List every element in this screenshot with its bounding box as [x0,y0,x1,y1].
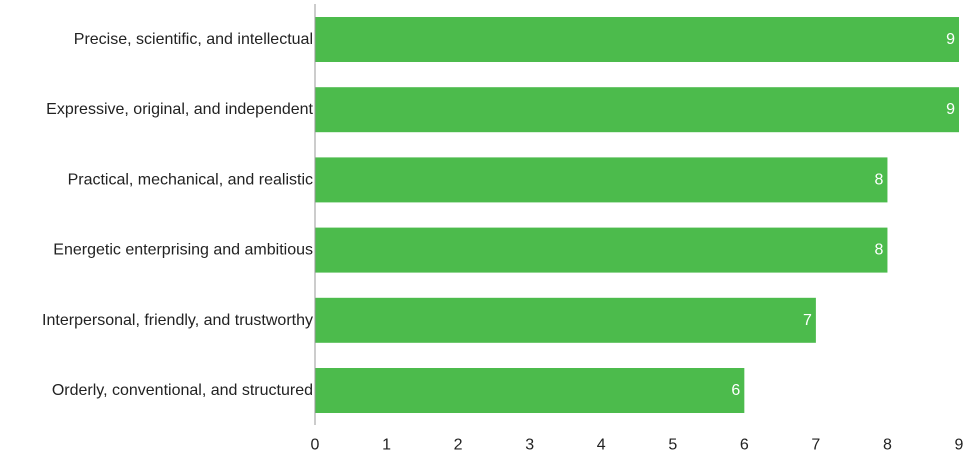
x-tick-label: 5 [668,437,677,454]
bar-value-label: 7 [803,312,812,329]
bar-value-label: 9 [946,101,955,118]
bars-layer: 9 9 8 8 7 6 [315,17,959,413]
bar [315,297,816,343]
bar-value-label: 9 [946,31,955,48]
bar [315,227,888,273]
bar-value-label: 8 [875,242,884,259]
category-label: Energetic enterprising and ambitious [53,242,313,259]
x-tick-label: 7 [811,437,820,454]
x-tick-label: 3 [525,437,534,454]
x-tick-label: 8 [883,437,892,454]
category-label: Practical, mechanical, and realistic [68,171,313,188]
category-labels-layer: Precise, scientific, and intellectual Exp… [42,31,314,399]
x-tick-label: 2 [454,437,463,454]
x-tick-label: 0 [311,437,320,454]
bar [315,157,888,203]
x-tick-label: 9 [955,437,964,454]
x-tick-label: 6 [740,437,749,454]
category-label: Precise, scientific, and intellectual [74,31,313,48]
bar [315,368,745,413]
bar [315,17,959,62]
category-label: Expressive, original, and independent [46,101,313,118]
category-label: Orderly, conventional, and structured [52,382,313,399]
category-label: Interpersonal, friendly, and trustworthy [42,312,313,329]
x-tick-label: 1 [382,437,391,454]
bar-value-label: 8 [875,171,884,188]
x-axis-ticks-layer: 0 1 2 3 4 5 6 7 8 9 [311,437,964,454]
x-tick-label: 4 [597,437,606,454]
bar [315,87,959,133]
bar-value-label: 6 [731,382,740,399]
